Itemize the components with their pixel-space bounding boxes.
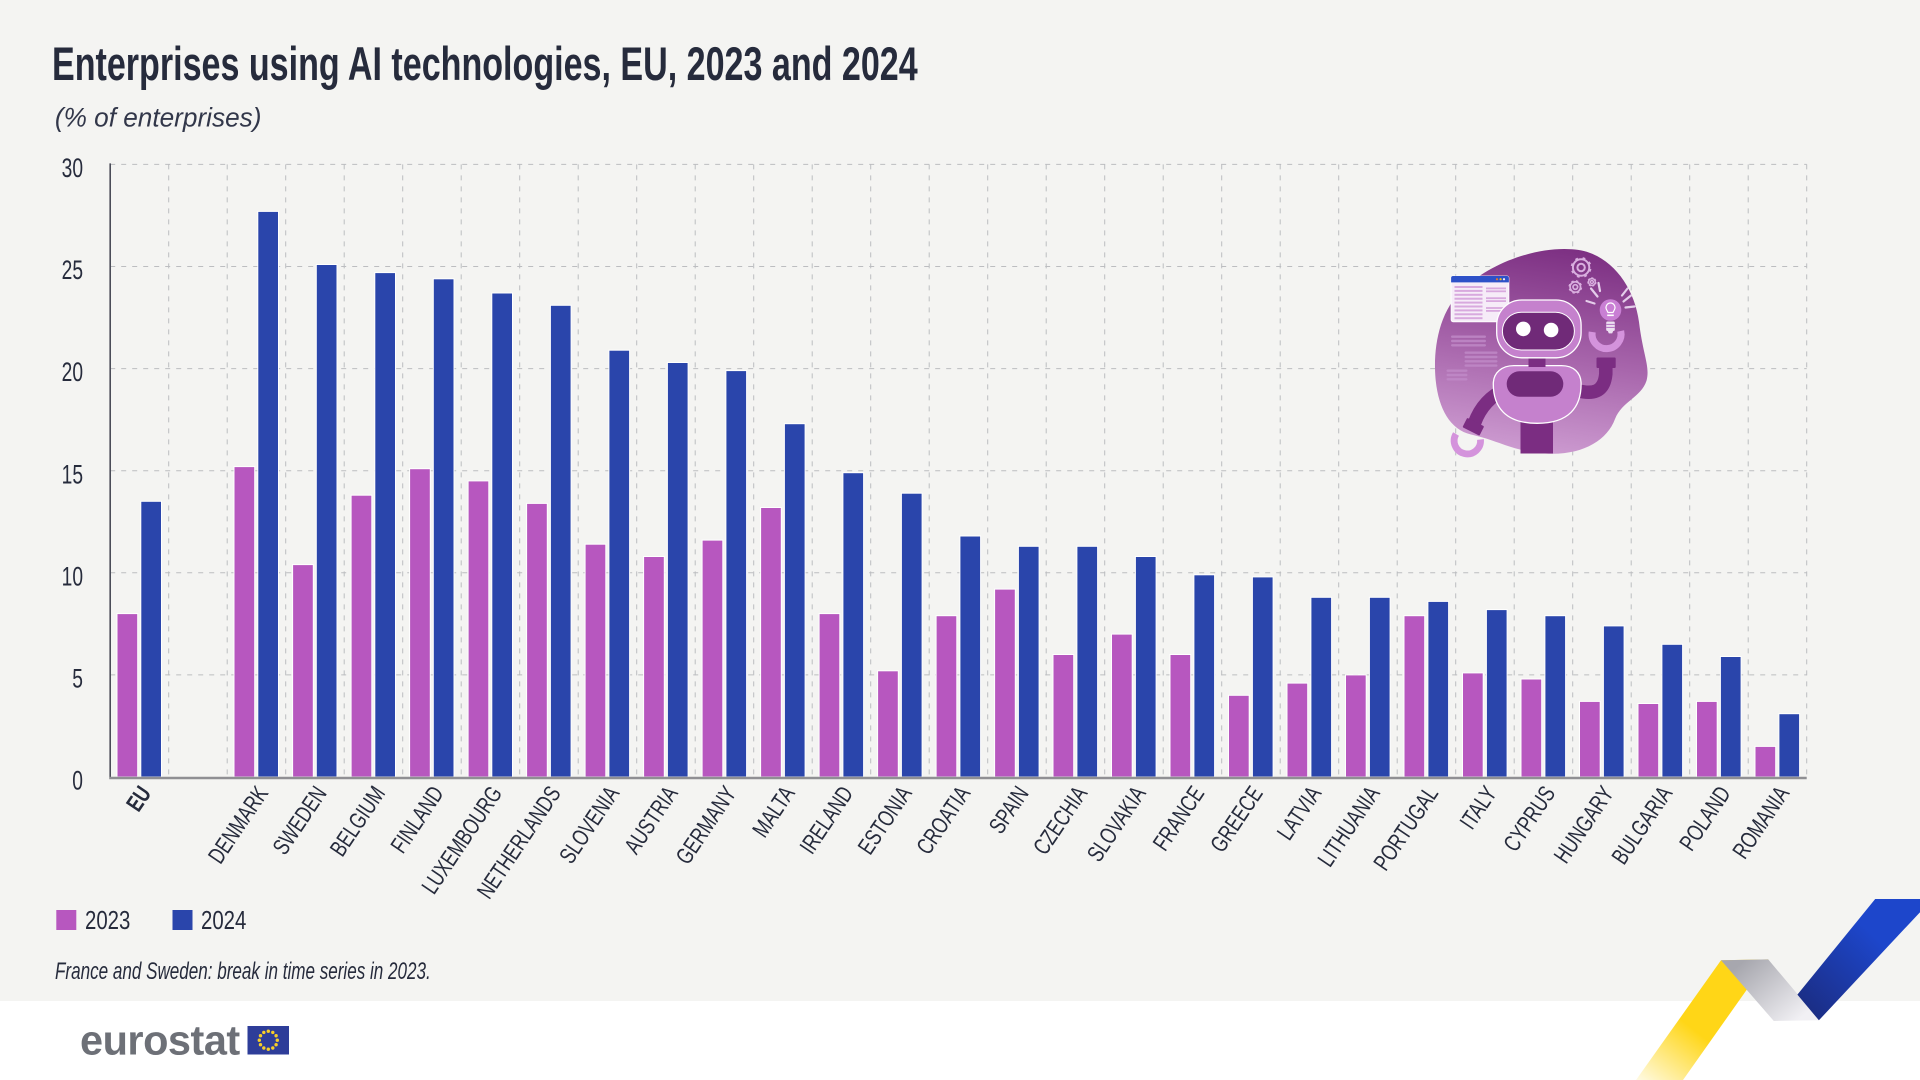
svg-text:2023: 2023 (85, 906, 130, 935)
svg-text:Enterprises using AI technolog: Enterprises using AI technologies, EU, 2… (52, 38, 918, 91)
svg-text:0: 0 (72, 766, 83, 796)
svg-text:15: 15 (62, 459, 83, 489)
svg-text:30: 30 (62, 153, 83, 183)
svg-text:20: 20 (62, 357, 83, 387)
svg-text:France and Sweden: break in ti: France and Sweden: break in time series … (55, 958, 431, 985)
svg-text:(% of enterprises): (% of enterprises) (55, 102, 262, 132)
svg-text:10: 10 (62, 561, 83, 591)
svg-text:eurostat: eurostat (80, 1017, 240, 1064)
svg-text:5: 5 (72, 663, 83, 693)
svg-text:2024: 2024 (201, 906, 247, 935)
svg-text:25: 25 (62, 255, 83, 285)
